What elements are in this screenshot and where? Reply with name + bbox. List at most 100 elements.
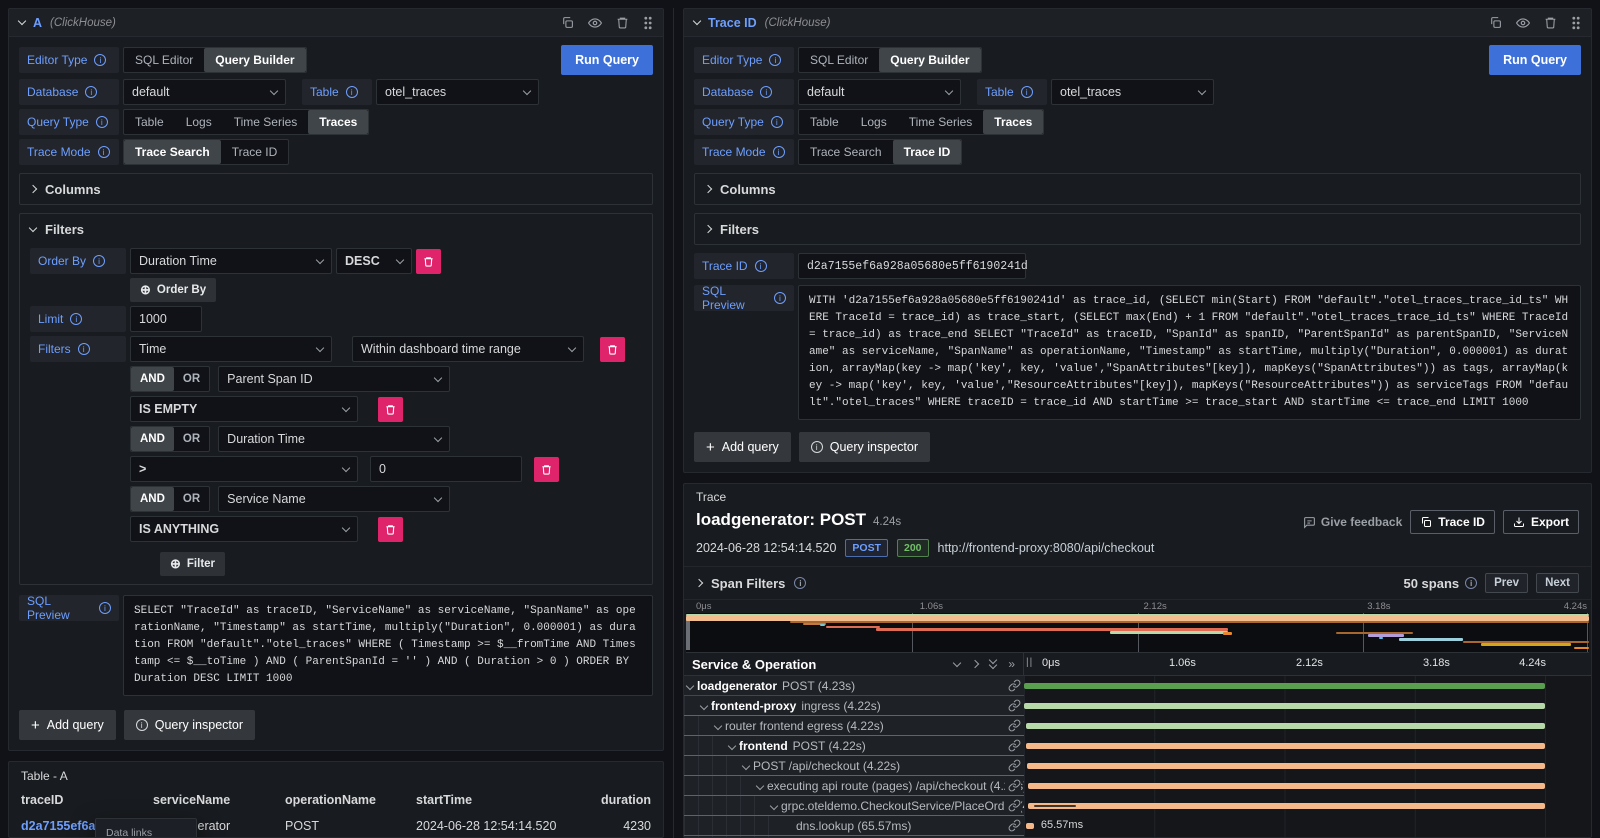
delete-query-icon[interactable] — [616, 16, 629, 29]
span-bar[interactable] — [1024, 683, 1545, 690]
column-header[interactable]: operationName — [285, 793, 376, 808]
chevron-down-icon[interactable] — [727, 741, 737, 751]
pane-divider[interactable] — [673, 8, 674, 838]
filter-operator-select[interactable]: IS ANYTHING — [130, 516, 358, 542]
chevron-down-icon[interactable] — [685, 681, 695, 691]
span-bar[interactable] — [1027, 783, 1545, 790]
remove-filter-button[interactable] — [378, 516, 403, 542]
span-link-icon[interactable] — [1005, 779, 1021, 796]
trace-id-option[interactable]: Trace ID — [892, 140, 962, 164]
order-direction-select[interactable]: DESC — [336, 248, 412, 274]
hide-query-icon[interactable] — [1516, 16, 1530, 30]
query-type-traces[interactable]: Traces — [983, 110, 1044, 134]
span-row[interactable]: frontend-proxy ingress (4.22s) — [684, 696, 1591, 717]
collapse-query-icon[interactable] — [692, 16, 702, 26]
info-icon[interactable]: i — [97, 146, 110, 158]
span-bar[interactable] — [1025, 823, 1034, 830]
span-link-icon[interactable] — [1005, 759, 1021, 776]
add-query-button[interactable]: + Add query — [694, 432, 791, 463]
span-bar[interactable] — [1024, 703, 1545, 710]
span-filters-header[interactable]: Span Filters i — [694, 576, 807, 591]
filters-section-header[interactable]: Filters — [28, 220, 642, 238]
minimap-canvas[interactable] — [686, 613, 1589, 654]
query-inspector-button[interactable]: i Query inspector — [123, 710, 255, 741]
info-icon[interactable]: i — [94, 54, 107, 66]
span-bar[interactable] — [1025, 723, 1545, 730]
query-type-table[interactable]: Table — [810, 115, 839, 129]
filter-value-select[interactable]: Within dashboard time range — [352, 336, 584, 362]
info-icon[interactable]: i — [93, 255, 106, 267]
info-icon[interactable]: i — [70, 313, 83, 325]
info-icon[interactable]: i — [77, 343, 90, 355]
info-icon[interactable]: i — [770, 116, 783, 128]
column-resize-handle[interactable]: || — [1026, 657, 1034, 669]
give-feedback-button[interactable]: Give feedback — [1303, 515, 1402, 529]
span-row[interactable]: POST /api/checkout (4.22s) — [684, 756, 1591, 777]
span-bar[interactable] — [1026, 763, 1545, 770]
span-row[interactable]: loadgenerator POST (4.23s) — [684, 676, 1591, 697]
span-link-icon[interactable] — [1005, 719, 1021, 736]
filter-field-select[interactable]: Time — [130, 336, 332, 362]
prev-button[interactable]: Prev — [1485, 573, 1529, 594]
or-option[interactable]: OR — [182, 433, 201, 445]
info-icon[interactable]: i — [1020, 86, 1033, 98]
minimap-scrub-handle[interactable] — [686, 615, 690, 651]
info-icon[interactable]: i — [85, 86, 98, 98]
hide-query-icon[interactable] — [588, 16, 602, 30]
database-select[interactable]: default — [123, 79, 286, 105]
or-option[interactable]: OR — [182, 493, 201, 505]
trace-id-option[interactable]: Trace ID — [231, 145, 278, 159]
span-bar[interactable] — [1027, 803, 1545, 810]
column-header[interactable]: duration — [601, 793, 651, 808]
query-ref-title[interactable]: A — [33, 15, 43, 30]
drag-handle-icon[interactable] — [643, 16, 653, 30]
trace-id-input[interactable]: d2a7155ef6a928a05680e5ff6190241d — [798, 253, 1028, 279]
chevron-down-icon[interactable] — [755, 781, 765, 791]
duplicate-query-icon[interactable] — [561, 16, 574, 29]
copy-trace-id-button[interactable]: Trace ID — [1410, 510, 1495, 535]
collapse-query-icon[interactable] — [17, 16, 27, 26]
collapse-all-icon[interactable] — [989, 656, 998, 670]
query-type-logs[interactable]: Logs — [860, 115, 887, 129]
sql-editor-option[interactable]: SQL Editor — [135, 53, 194, 67]
filter-field-select[interactable]: Duration Time — [218, 426, 451, 452]
query-builder-option[interactable]: Query Builder — [204, 48, 306, 72]
span-link-icon[interactable] — [1005, 739, 1021, 756]
trace-search-option[interactable]: Trace Search — [124, 140, 221, 164]
and-option[interactable]: AND — [131, 487, 174, 511]
remove-filter-button[interactable] — [600, 336, 625, 362]
next-button[interactable]: Next — [1536, 573, 1579, 594]
sql-editor-option[interactable]: SQL Editor — [810, 53, 869, 67]
limit-input[interactable]: 1000 — [130, 306, 202, 332]
remove-filter-button[interactable] — [378, 396, 403, 422]
trace-search-option[interactable]: Trace Search — [810, 145, 882, 159]
duplicate-query-icon[interactable] — [1489, 16, 1502, 29]
export-button[interactable]: Export — [1502, 510, 1579, 535]
run-query-button[interactable]: Run Query — [561, 45, 653, 75]
column-header[interactable]: traceID — [21, 793, 64, 808]
info-icon[interactable]: i — [1465, 577, 1478, 590]
span-row[interactable]: frontend POST (4.22s) — [684, 736, 1591, 757]
query-type-traces[interactable]: Traces — [308, 110, 369, 134]
span-link-icon[interactable] — [1005, 699, 1021, 716]
filter-operator-select[interactable]: > — [130, 456, 358, 482]
remove-order-by-button[interactable] — [416, 248, 441, 274]
info-icon[interactable]: i — [345, 86, 358, 98]
span-row[interactable]: grpc.oteldemo.CheckoutService/PlaceOrder… — [684, 796, 1591, 817]
filter-operator-select[interactable]: IS EMPTY — [130, 396, 358, 422]
info-icon[interactable]: i — [754, 260, 767, 272]
info-icon[interactable]: i — [769, 54, 782, 66]
filter-value-input[interactable]: 0 — [370, 456, 522, 482]
or-option[interactable]: OR — [182, 373, 201, 385]
info-icon[interactable]: i — [95, 116, 108, 128]
columns-section-header[interactable]: Columns — [28, 180, 642, 198]
query-builder-option[interactable]: Query Builder — [879, 48, 981, 72]
span-row[interactable]: tcp.connect (20.09ms)20.09ms — [684, 836, 1591, 837]
add-filter-button[interactable]: ⊕ Filter — [160, 552, 226, 576]
remove-filter-button[interactable] — [534, 456, 559, 482]
span-row[interactable]: router frontend egress (4.22s) — [684, 716, 1591, 737]
add-query-button[interactable]: + Add query — [19, 710, 116, 741]
collapse-one-icon[interactable] — [953, 658, 962, 668]
query-type-logs[interactable]: Logs — [185, 115, 212, 129]
filter-field-select[interactable]: Service Name — [218, 486, 451, 512]
